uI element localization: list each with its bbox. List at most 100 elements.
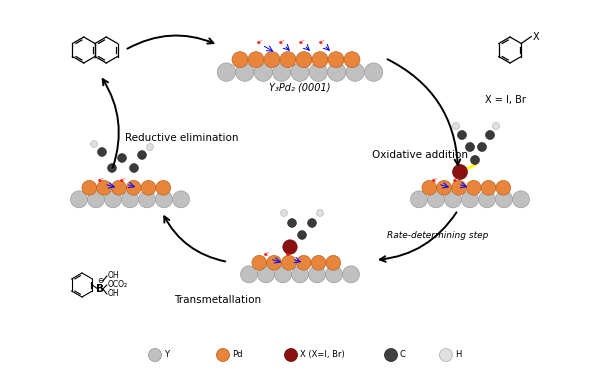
Circle shape: [470, 155, 479, 164]
Circle shape: [325, 266, 343, 283]
Text: Reductive elimination: Reductive elimination: [125, 133, 239, 143]
Text: e⁻: e⁻: [257, 40, 263, 45]
Circle shape: [461, 191, 478, 208]
Circle shape: [130, 164, 139, 172]
Circle shape: [252, 256, 266, 270]
Circle shape: [317, 209, 323, 217]
Circle shape: [217, 63, 236, 81]
Circle shape: [344, 52, 360, 68]
Circle shape: [452, 164, 467, 180]
Circle shape: [107, 164, 116, 172]
Circle shape: [254, 63, 272, 81]
Circle shape: [284, 349, 298, 362]
Circle shape: [466, 180, 481, 195]
Circle shape: [298, 231, 307, 240]
Circle shape: [485, 131, 494, 140]
Circle shape: [82, 180, 97, 195]
Circle shape: [481, 180, 496, 195]
Circle shape: [137, 151, 146, 159]
Circle shape: [281, 256, 296, 270]
Text: e⁻: e⁻: [319, 40, 325, 45]
Circle shape: [266, 256, 281, 270]
Circle shape: [427, 191, 445, 208]
Circle shape: [112, 180, 127, 195]
Text: ⊖: ⊖: [97, 276, 104, 285]
Circle shape: [328, 63, 346, 81]
Circle shape: [496, 180, 511, 195]
Text: C: C: [400, 350, 406, 359]
Text: X: X: [533, 32, 539, 42]
Circle shape: [364, 63, 383, 81]
Circle shape: [236, 63, 254, 81]
Circle shape: [343, 266, 359, 283]
Circle shape: [496, 191, 512, 208]
Circle shape: [445, 191, 461, 208]
Circle shape: [127, 180, 141, 195]
Circle shape: [385, 349, 397, 362]
Circle shape: [91, 141, 97, 147]
Circle shape: [241, 266, 257, 283]
Circle shape: [478, 191, 496, 208]
Text: B: B: [97, 284, 104, 294]
Text: Pd: Pd: [232, 350, 242, 359]
Text: Transmetallation: Transmetallation: [175, 295, 262, 305]
Circle shape: [410, 191, 427, 208]
Text: OH: OH: [107, 289, 119, 298]
Circle shape: [439, 349, 452, 362]
Circle shape: [155, 191, 173, 208]
Text: Y₃Pd₂ (0001): Y₃Pd₂ (0001): [269, 82, 331, 92]
Circle shape: [146, 144, 154, 150]
Circle shape: [308, 266, 325, 283]
Circle shape: [292, 266, 308, 283]
Circle shape: [274, 266, 292, 283]
Circle shape: [296, 256, 311, 270]
Text: e⁻: e⁻: [299, 40, 305, 45]
Text: e⁻: e⁻: [452, 177, 460, 183]
Circle shape: [346, 63, 364, 81]
Circle shape: [217, 349, 229, 362]
Circle shape: [328, 52, 344, 68]
Circle shape: [309, 63, 328, 81]
Circle shape: [121, 191, 139, 208]
Circle shape: [280, 52, 296, 68]
Circle shape: [139, 191, 155, 208]
Text: e⁻: e⁻: [119, 177, 127, 183]
Text: Y: Y: [164, 350, 169, 359]
Circle shape: [283, 240, 297, 254]
Circle shape: [291, 63, 309, 81]
Text: e⁻: e⁻: [286, 253, 292, 257]
Circle shape: [98, 148, 106, 156]
Circle shape: [466, 142, 475, 151]
Text: e⁻: e⁻: [263, 253, 271, 257]
Circle shape: [457, 131, 466, 140]
Text: Oxidative addition: Oxidative addition: [372, 150, 468, 160]
Circle shape: [452, 122, 460, 129]
Circle shape: [287, 219, 296, 227]
Text: X (X=I, Br): X (X=I, Br): [300, 350, 345, 359]
Text: OCO₂: OCO₂: [107, 280, 128, 289]
Text: e⁻: e⁻: [278, 40, 286, 45]
Circle shape: [422, 180, 437, 195]
Circle shape: [326, 256, 341, 270]
Circle shape: [104, 191, 122, 208]
Circle shape: [97, 180, 112, 195]
Circle shape: [308, 219, 316, 227]
Circle shape: [248, 52, 264, 68]
Circle shape: [156, 180, 171, 195]
Circle shape: [264, 52, 280, 68]
Circle shape: [478, 142, 487, 151]
Circle shape: [141, 180, 156, 195]
Circle shape: [451, 180, 466, 195]
Circle shape: [173, 191, 190, 208]
Circle shape: [88, 191, 104, 208]
Circle shape: [437, 180, 451, 195]
Circle shape: [232, 52, 248, 68]
Text: e⁻: e⁻: [98, 177, 104, 183]
Circle shape: [281, 209, 287, 217]
Circle shape: [272, 63, 291, 81]
Circle shape: [312, 52, 328, 68]
Circle shape: [296, 52, 312, 68]
Text: OH: OH: [107, 272, 119, 280]
Circle shape: [512, 191, 530, 208]
Text: X = I, Br: X = I, Br: [485, 95, 526, 105]
